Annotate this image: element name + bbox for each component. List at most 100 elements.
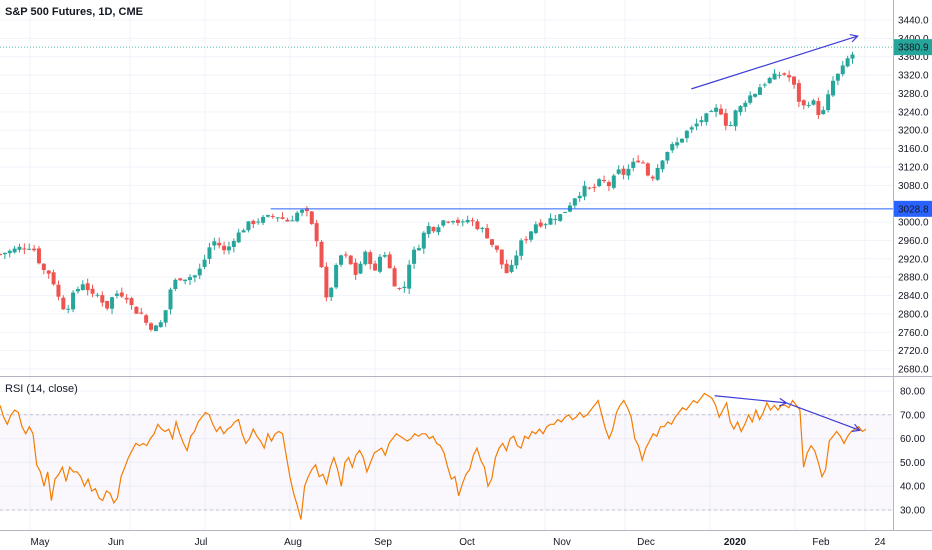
- time-axis-ticks[interactable]: May Jun Jul Aug Sep Oct Nov Dec 2020 Feb 24: [31, 537, 886, 548]
- candle: [563, 211, 568, 213]
- price-trend-arrow[interactable]: [691, 33, 859, 90]
- candle: [183, 279, 188, 285]
- chart-title: S&P 500 Futures, 1D, CME: [5, 6, 143, 18]
- candle: [217, 237, 222, 249]
- candle: [319, 240, 324, 268]
- candle: [494, 245, 499, 253]
- candle: [114, 290, 119, 299]
- candle: [670, 141, 675, 154]
- candle: [626, 164, 631, 180]
- candle: [519, 238, 524, 261]
- price-axis-ticks[interactable]: 3440.03400.03360.03320.03280.03240.03200…: [898, 16, 929, 376]
- rsi-tick-label: 30.00: [900, 506, 925, 517]
- candle: [168, 287, 173, 315]
- rsi-trend-arrow-2[interactable]: [786, 402, 861, 433]
- candle: [17, 243, 22, 253]
- candle: [124, 293, 129, 304]
- candle: [684, 129, 689, 143]
- time-tick-label: Oct: [459, 537, 475, 548]
- time-tick-label: 2020: [724, 537, 747, 548]
- candle: [767, 76, 772, 84]
- candle: [358, 261, 363, 275]
- candle: [173, 278, 178, 291]
- candle: [470, 217, 475, 227]
- candle: [387, 251, 392, 269]
- candle: [787, 70, 792, 82]
- candle: [835, 73, 840, 85]
- candle: [796, 79, 801, 108]
- price-tick-label: 3280.0: [898, 89, 929, 100]
- candle: [806, 101, 811, 108]
- time-tick-label: Feb: [812, 537, 830, 548]
- candle: [309, 210, 314, 226]
- candle: [348, 255, 353, 265]
- candle: [105, 300, 110, 311]
- candle: [382, 251, 387, 258]
- candle: [222, 241, 227, 255]
- candle: [748, 91, 753, 105]
- candle: [436, 224, 441, 236]
- rsi-title: RSI (14, close): [5, 383, 78, 395]
- candle: [251, 219, 256, 229]
- candle: [460, 219, 465, 227]
- candle: [762, 82, 767, 88]
- candle: [431, 226, 436, 234]
- candle: [631, 157, 636, 172]
- trend-arrows[interactable]: [691, 33, 861, 433]
- candle: [85, 278, 90, 296]
- candle: [212, 237, 217, 251]
- candle: [714, 104, 719, 117]
- candle: [314, 219, 319, 247]
- rsi-tick-label: 50.00: [900, 458, 925, 469]
- candle: [363, 250, 368, 266]
- candle: [7, 249, 12, 258]
- candle: [514, 250, 519, 270]
- candle: [36, 245, 41, 265]
- candle: [451, 220, 456, 225]
- candle: [528, 230, 533, 243]
- candle: [153, 324, 158, 332]
- candle: [694, 118, 699, 131]
- candle: [543, 222, 548, 229]
- candle: [816, 97, 821, 119]
- candle: [426, 222, 431, 238]
- time-tick-label: Nov: [553, 537, 571, 548]
- candle: [455, 217, 460, 226]
- candle: [636, 155, 641, 163]
- price-tick-label: 2800.0: [898, 309, 929, 320]
- rsi-axis-ticks[interactable]: 80.00 70.00 60.00 50.00 40.00 30.00: [900, 387, 925, 517]
- price-tick-label: 3360.0: [898, 52, 929, 63]
- candle: [850, 51, 855, 64]
- candle: [777, 71, 782, 79]
- rsi-tick-label: 40.00: [900, 482, 925, 493]
- candle: [285, 217, 290, 222]
- candle: [178, 277, 183, 281]
- candle: [119, 287, 124, 299]
- price-tick-label: 2720.0: [898, 346, 929, 357]
- candle: [324, 262, 329, 302]
- candle: [821, 106, 826, 115]
- candle: [679, 138, 684, 144]
- candle: [144, 313, 149, 326]
- candle: [304, 206, 309, 217]
- candle: [845, 55, 850, 68]
- candle: [782, 72, 787, 76]
- price-tick-label: 2760.0: [898, 328, 929, 339]
- price-tick-label: 3240.0: [898, 107, 929, 118]
- candle: [490, 239, 495, 248]
- candle: [689, 125, 694, 134]
- candle: [421, 231, 426, 254]
- last-price-tag: 3380.9: [894, 39, 932, 56]
- candle: [368, 250, 373, 270]
- price-tick-label: 3160.0: [898, 144, 929, 155]
- candle: [12, 245, 17, 254]
- candle: [343, 251, 348, 259]
- candle: [75, 286, 80, 294]
- candle: [41, 262, 46, 275]
- candle: [709, 109, 714, 113]
- candle: [207, 242, 212, 264]
- candle: [134, 306, 139, 314]
- candle: [290, 215, 295, 222]
- candle: [295, 210, 300, 223]
